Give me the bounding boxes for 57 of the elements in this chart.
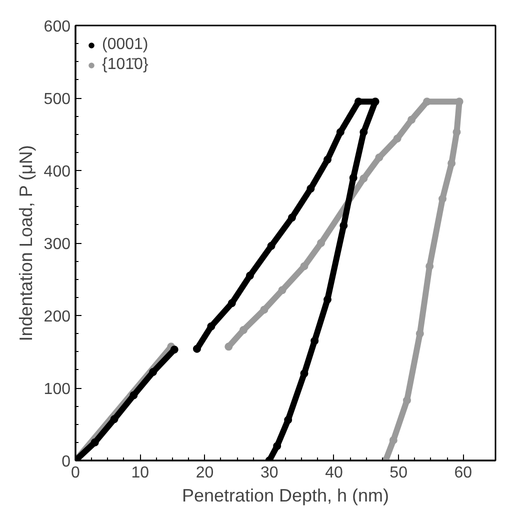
point: [402, 396, 411, 404]
point: [389, 436, 398, 444]
x-tick-label: 40: [325, 464, 343, 482]
point: [336, 128, 344, 136]
point: [228, 299, 236, 308]
y-tick-label: 200: [44, 308, 71, 326]
legend-label: (0001): [102, 36, 148, 54]
point: [360, 128, 368, 136]
x-tick-label: 50: [390, 464, 408, 482]
y-axis-title: Indentation Load, P (μN): [16, 145, 36, 342]
point: [90, 438, 99, 446]
point: [110, 415, 118, 424]
point: [260, 306, 268, 314]
point: [360, 174, 368, 182]
y-tick-label: 0: [62, 454, 71, 470]
point: [130, 391, 138, 400]
point: [340, 222, 348, 230]
point: [324, 156, 332, 164]
point: [448, 159, 456, 168]
point: [452, 128, 461, 136]
point: [273, 442, 282, 450]
x-tick-label: 60: [454, 464, 472, 482]
y-tick-label: 400: [44, 164, 71, 180]
legend-label: {101̄0}: [102, 56, 148, 74]
point: [393, 134, 402, 143]
point: [349, 174, 358, 182]
x-tick-label: 30: [260, 464, 278, 482]
point: [371, 98, 380, 106]
point: [192, 344, 201, 353]
point: [267, 242, 276, 250]
point: [300, 262, 308, 270]
point: [278, 286, 286, 294]
point: [246, 272, 254, 280]
point: [324, 296, 332, 304]
x-axis-title: Penetration Depth, h (nm): [182, 486, 390, 506]
y-tick-label: 500: [44, 91, 71, 108]
point: [416, 330, 424, 338]
point: [375, 153, 384, 162]
point: [306, 184, 315, 193]
y-tick-label: 300: [44, 236, 71, 253]
point: [300, 370, 308, 378]
point: [284, 416, 292, 424]
y-tick-label: 100: [44, 381, 71, 398]
point: [438, 194, 447, 203]
point: [149, 368, 158, 376]
point: [240, 326, 248, 334]
x-tick-label: 10: [131, 464, 150, 482]
point: [426, 262, 434, 270]
point: [170, 346, 178, 354]
x-tick-label: 20: [196, 464, 214, 482]
y-tick-label: 600: [44, 18, 71, 36]
point: [408, 116, 416, 124]
point: [207, 322, 216, 330]
point: [288, 214, 296, 222]
point: [310, 336, 319, 345]
point: [317, 239, 326, 247]
point: [224, 342, 233, 351]
